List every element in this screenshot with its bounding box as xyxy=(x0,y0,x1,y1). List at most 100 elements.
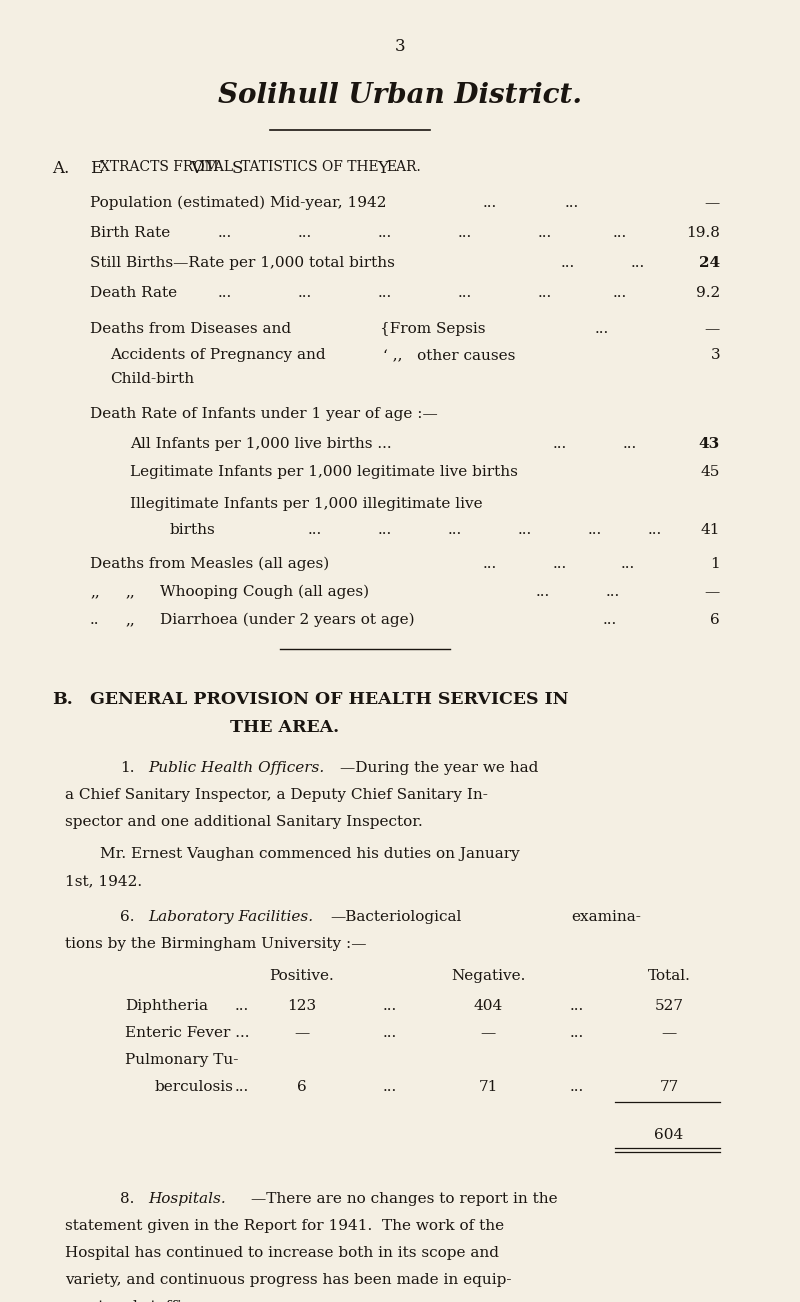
Text: 71: 71 xyxy=(478,1079,498,1094)
Text: ...: ... xyxy=(383,1079,397,1094)
Text: ...: ... xyxy=(483,557,497,572)
Text: ...: ... xyxy=(553,437,567,450)
Text: ...: ... xyxy=(536,585,550,599)
Text: spector and one additional Sanitary Inspector.: spector and one additional Sanitary Insp… xyxy=(65,815,422,829)
Text: THE AREA.: THE AREA. xyxy=(230,719,339,736)
Text: examina-: examina- xyxy=(571,910,641,924)
Text: 527: 527 xyxy=(654,999,683,1013)
Text: a Chief Sanitary Inspector, a Deputy Chief Sanitary In-: a Chief Sanitary Inspector, a Deputy Chi… xyxy=(65,788,488,802)
Text: 604: 604 xyxy=(654,1128,684,1142)
Text: 19.8: 19.8 xyxy=(686,227,720,240)
Text: ...: ... xyxy=(235,999,249,1013)
Text: S: S xyxy=(232,160,243,177)
Text: ...: ... xyxy=(648,523,662,536)
Text: 123: 123 xyxy=(287,999,317,1013)
Text: —There are no changes to report in the: —There are no changes to report in the xyxy=(251,1193,558,1206)
Text: Child-birth: Child-birth xyxy=(110,372,194,385)
Text: 43: 43 xyxy=(698,437,720,450)
Text: Positive.: Positive. xyxy=(270,969,334,983)
Text: —: — xyxy=(480,1026,496,1040)
Text: ...: ... xyxy=(595,322,609,336)
Text: ...: ... xyxy=(538,227,552,240)
Text: Whooping Cough (all ages): Whooping Cough (all ages) xyxy=(160,585,369,599)
Text: ...: ... xyxy=(458,286,472,299)
Text: ...: ... xyxy=(218,227,232,240)
Text: ...: ... xyxy=(613,286,627,299)
Text: ...: ... xyxy=(623,437,637,450)
Text: ...: ... xyxy=(308,523,322,536)
Text: 1st, 1942.: 1st, 1942. xyxy=(65,874,142,888)
Text: ...: ... xyxy=(378,286,392,299)
Text: ,,: ,, xyxy=(90,585,100,599)
Text: births: births xyxy=(170,523,216,536)
Text: 3: 3 xyxy=(710,348,720,362)
Text: Y: Y xyxy=(377,160,388,177)
Text: Diphtheria: Diphtheria xyxy=(125,999,208,1013)
Text: ...: ... xyxy=(553,557,567,572)
Text: ...: ... xyxy=(570,1026,584,1040)
Text: —: — xyxy=(662,1026,677,1040)
Text: Hospitals.: Hospitals. xyxy=(148,1193,226,1206)
Text: ...: ... xyxy=(565,197,579,210)
Text: ...: ... xyxy=(631,256,645,270)
Text: ...: ... xyxy=(621,557,635,572)
Text: ...: ... xyxy=(378,523,392,536)
Text: ...: ... xyxy=(383,1026,397,1040)
Text: —: — xyxy=(294,1026,310,1040)
Text: GENERAL PROVISION OF HEALTH SERVICES IN: GENERAL PROVISION OF HEALTH SERVICES IN xyxy=(90,691,569,708)
Text: ...: ... xyxy=(570,999,584,1013)
Text: Legitimate Infants per 1,000 legitimate live births: Legitimate Infants per 1,000 legitimate … xyxy=(130,465,518,479)
Text: Still Births—Rate per 1,000 total births: Still Births—Rate per 1,000 total births xyxy=(90,256,395,270)
Text: Deaths from Diseases and: Deaths from Diseases and xyxy=(90,322,291,336)
Text: ...: ... xyxy=(235,1079,249,1094)
Text: 24: 24 xyxy=(699,256,720,270)
Text: Population (estimated) Mid-year, 1942: Population (estimated) Mid-year, 1942 xyxy=(90,197,386,211)
Text: XTRACTS FROM: XTRACTS FROM xyxy=(100,160,223,174)
Text: ...: ... xyxy=(483,197,497,210)
Text: Solihull Urban District.: Solihull Urban District. xyxy=(218,82,582,109)
Text: ...: ... xyxy=(383,999,397,1013)
Text: ...: ... xyxy=(218,286,232,299)
Text: ‘ ,,   other causes: ‘ ,, other causes xyxy=(383,348,515,362)
Text: ...: ... xyxy=(298,227,312,240)
Text: Negative.: Negative. xyxy=(451,969,525,983)
Text: B.: B. xyxy=(52,691,73,708)
Text: berculosis: berculosis xyxy=(155,1079,234,1094)
Text: {From Sepsis: {From Sepsis xyxy=(380,322,486,336)
Text: Laboratory Facilities.: Laboratory Facilities. xyxy=(148,910,313,924)
Text: 8.: 8. xyxy=(120,1193,134,1206)
Text: Enteric Fever ...: Enteric Fever ... xyxy=(125,1026,250,1040)
Text: ,,: ,, xyxy=(125,585,134,599)
Text: —During the year we had: —During the year we had xyxy=(340,760,538,775)
Text: ...: ... xyxy=(538,286,552,299)
Text: 3: 3 xyxy=(394,38,406,55)
Text: Deaths from Measles (all ages): Deaths from Measles (all ages) xyxy=(90,557,330,572)
Text: ...: ... xyxy=(378,227,392,240)
Text: E: E xyxy=(90,160,102,177)
Text: EAR.: EAR. xyxy=(386,160,421,174)
Text: ...: ... xyxy=(458,227,472,240)
Text: A.: A. xyxy=(52,160,70,177)
Text: —: — xyxy=(705,322,720,336)
Text: 77: 77 xyxy=(659,1079,678,1094)
Text: 9.2: 9.2 xyxy=(696,286,720,299)
Text: 1: 1 xyxy=(710,557,720,572)
Text: ...: ... xyxy=(613,227,627,240)
Text: Public Health Officers.: Public Health Officers. xyxy=(148,760,324,775)
Text: ...: ... xyxy=(588,523,602,536)
Text: Mr. Ernest Vaughan commenced his duties on January: Mr. Ernest Vaughan commenced his duties … xyxy=(100,848,520,861)
Text: ...: ... xyxy=(570,1079,584,1094)
Text: Total.: Total. xyxy=(647,969,690,983)
Text: Birth Rate: Birth Rate xyxy=(90,227,170,240)
Text: 6: 6 xyxy=(297,1079,307,1094)
Text: 404: 404 xyxy=(474,999,502,1013)
Text: —: — xyxy=(705,585,720,599)
Text: Illegitimate Infants per 1,000 illegitimate live: Illegitimate Infants per 1,000 illegitim… xyxy=(130,497,482,510)
Text: —Bacteriological: —Bacteriological xyxy=(330,910,462,924)
Text: ...: ... xyxy=(448,523,462,536)
Text: ment and staffing.: ment and staffing. xyxy=(65,1299,206,1302)
Text: ...: ... xyxy=(298,286,312,299)
Text: statement given in the Report for 1941.  The work of the: statement given in the Report for 1941. … xyxy=(65,1219,504,1233)
Text: ITAL: ITAL xyxy=(200,160,238,174)
Text: variety, and continuous progress has been made in equip-: variety, and continuous progress has bee… xyxy=(65,1273,511,1286)
